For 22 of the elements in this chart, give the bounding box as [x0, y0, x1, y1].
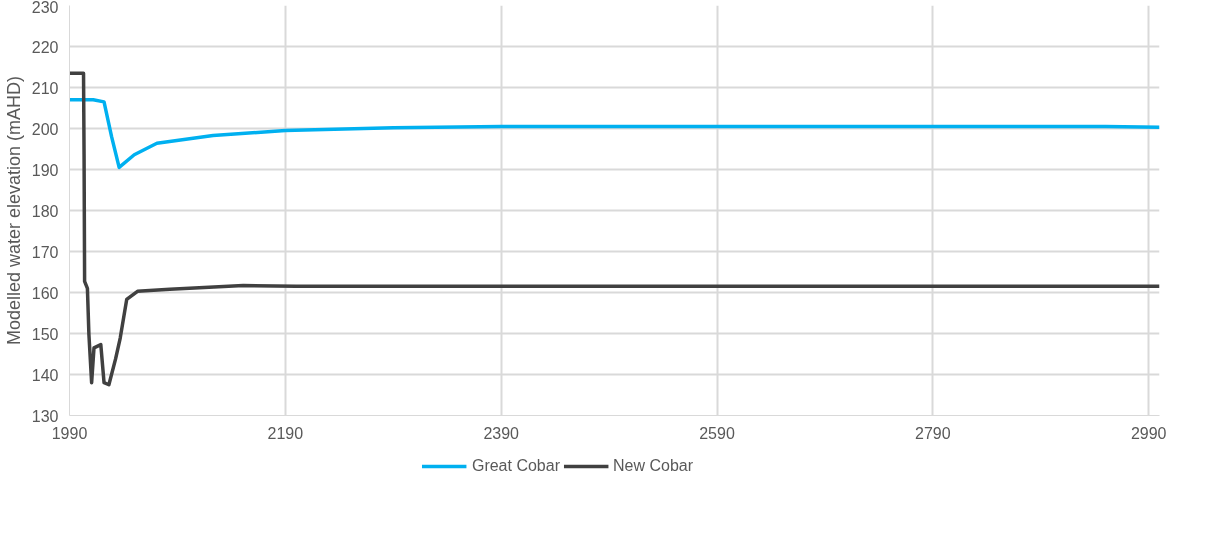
y-tick-label: 140	[31, 366, 59, 384]
y-tick-label: 220	[31, 38, 59, 56]
y-tick-label: 130	[31, 407, 59, 425]
legend-label: Great Cobar	[471, 457, 560, 475]
y-tick-label: 170	[31, 243, 59, 261]
line-series	[69, 98, 1160, 170]
y-tick-label: 190	[31, 161, 59, 179]
x-tick-label: 2190	[267, 424, 304, 442]
x-tick-label: 1990	[51, 424, 88, 442]
y-tick-label: 210	[31, 79, 59, 97]
legend-label: New Cobar	[612, 457, 694, 475]
x-tick-label: 2390	[483, 424, 520, 442]
x-tick-label: 2590	[699, 424, 735, 442]
y-tick-label: 160	[31, 284, 59, 302]
y-tick-label: 230	[31, 0, 59, 16]
line-series	[69, 71, 1160, 387]
y-tick-label: 150	[31, 325, 59, 343]
x-tick-label: 2790	[915, 424, 951, 442]
y-axis-title: Modelled water elevation (mAHD)	[3, 75, 24, 346]
y-tick-label: 200	[31, 120, 59, 138]
x-tick-label: 2990	[1130, 424, 1167, 442]
y-tick-label: 180	[31, 202, 59, 220]
